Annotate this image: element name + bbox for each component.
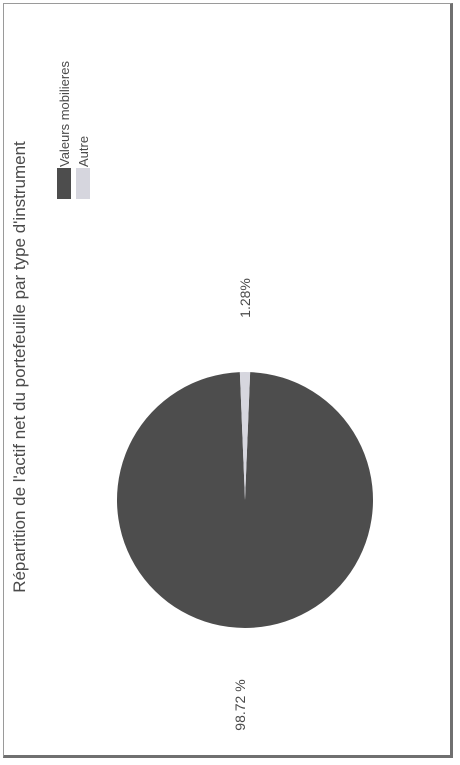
legend-swatch-valeurs-mobilieres [57, 168, 71, 199]
pie-slices [117, 372, 374, 628]
legend-swatch-autre [76, 168, 90, 199]
legend: Valeurs mobilieres Autre [57, 61, 91, 199]
chart-title: Répartition de l'actif net du portefeuil… [10, 141, 29, 593]
data-label-valeurs-mobilieres: 98.72 % [232, 679, 248, 730]
legend-label-valeurs-mobilieres: Valeurs mobilieres [57, 61, 72, 167]
data-label-autre: 1.28% [237, 278, 253, 318]
pie-slice-autre [239, 372, 251, 500]
pie-slice-valeurs-mobilieres [117, 372, 374, 628]
legend-label-autre: Autre [76, 136, 91, 167]
